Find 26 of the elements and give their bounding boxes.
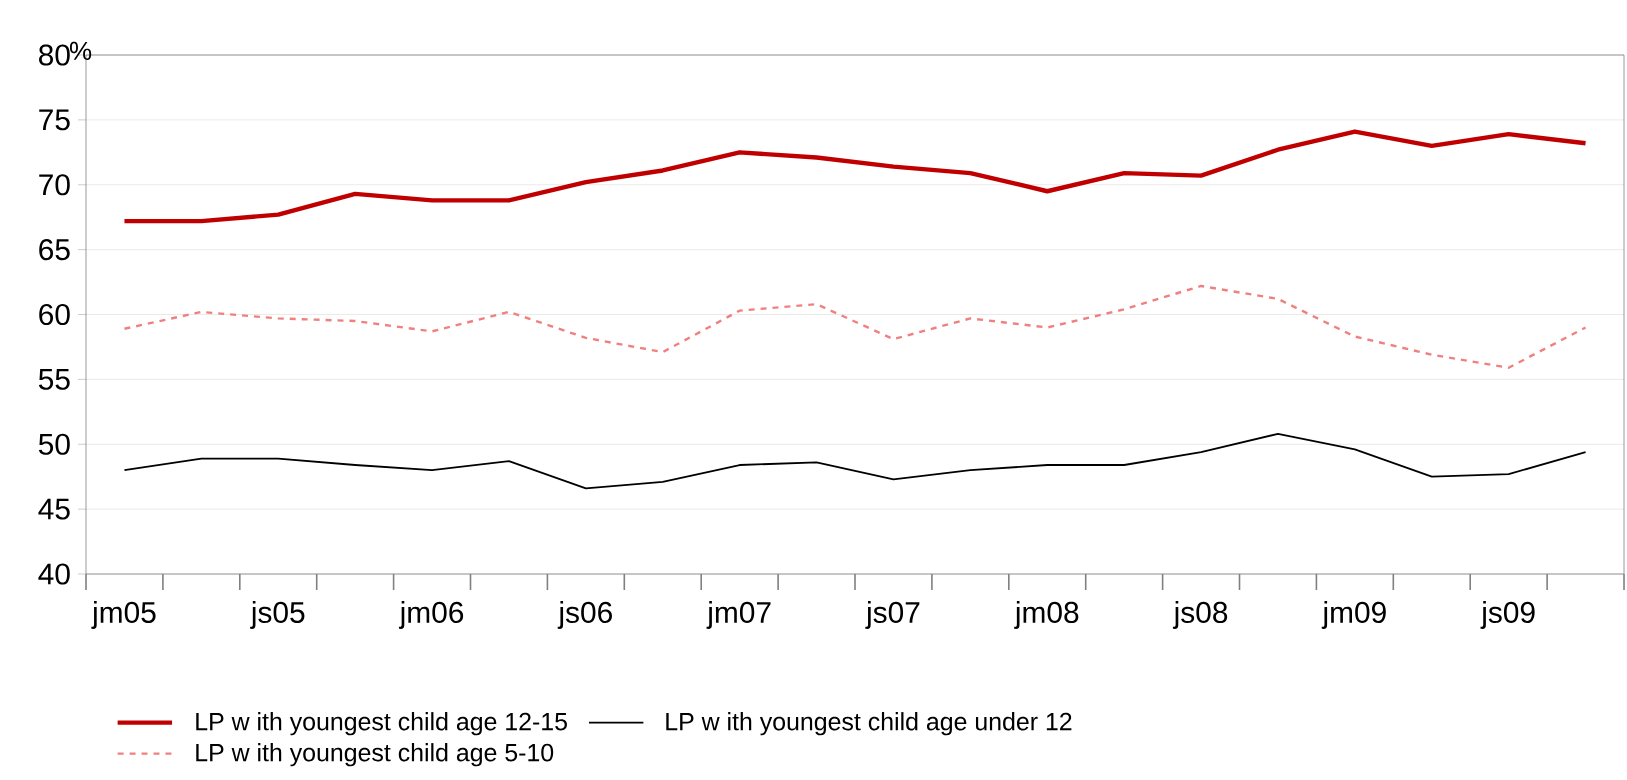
y-tick-label: 50 [38,433,70,455]
x-tick-label: js08 [1172,601,1228,629]
y-tick-label: 55 [38,368,70,390]
x-tick-label: js06 [557,601,612,629]
y-tick-label: 80 [39,44,70,66]
y-tick-label: 45 [38,498,70,520]
line-series [123,284,1587,369]
x-tick-label: js07 [865,601,920,629]
y-tick-label: 75 [39,109,70,131]
x-tick-label: jm07 [706,601,771,629]
y-tick-label: 70 [39,174,70,196]
x-tick-label: js09 [1480,601,1535,629]
x-tick-label: js05 [250,601,305,629]
x-tick-label: jm08 [1014,601,1079,629]
y-tick-label: 60 [39,303,70,326]
legend-label: LP w ith youngest child age 5-10 [196,743,554,767]
x-tick-label: jm09 [1321,601,1386,629]
x-tick-label: jm06 [398,601,464,629]
y-tick-label: 65 [39,239,70,261]
y-tick-label: 40 [38,563,70,585]
legend-label: LP w ith youngest child age 12-15 [196,712,567,736]
x-tick-label: jm05 [91,601,156,629]
legend-label: LP w ith youngest child age under 12 [666,712,1072,736]
y-axis-title: % [69,41,92,60]
line-series [122,129,1588,224]
line-series [123,432,1587,490]
